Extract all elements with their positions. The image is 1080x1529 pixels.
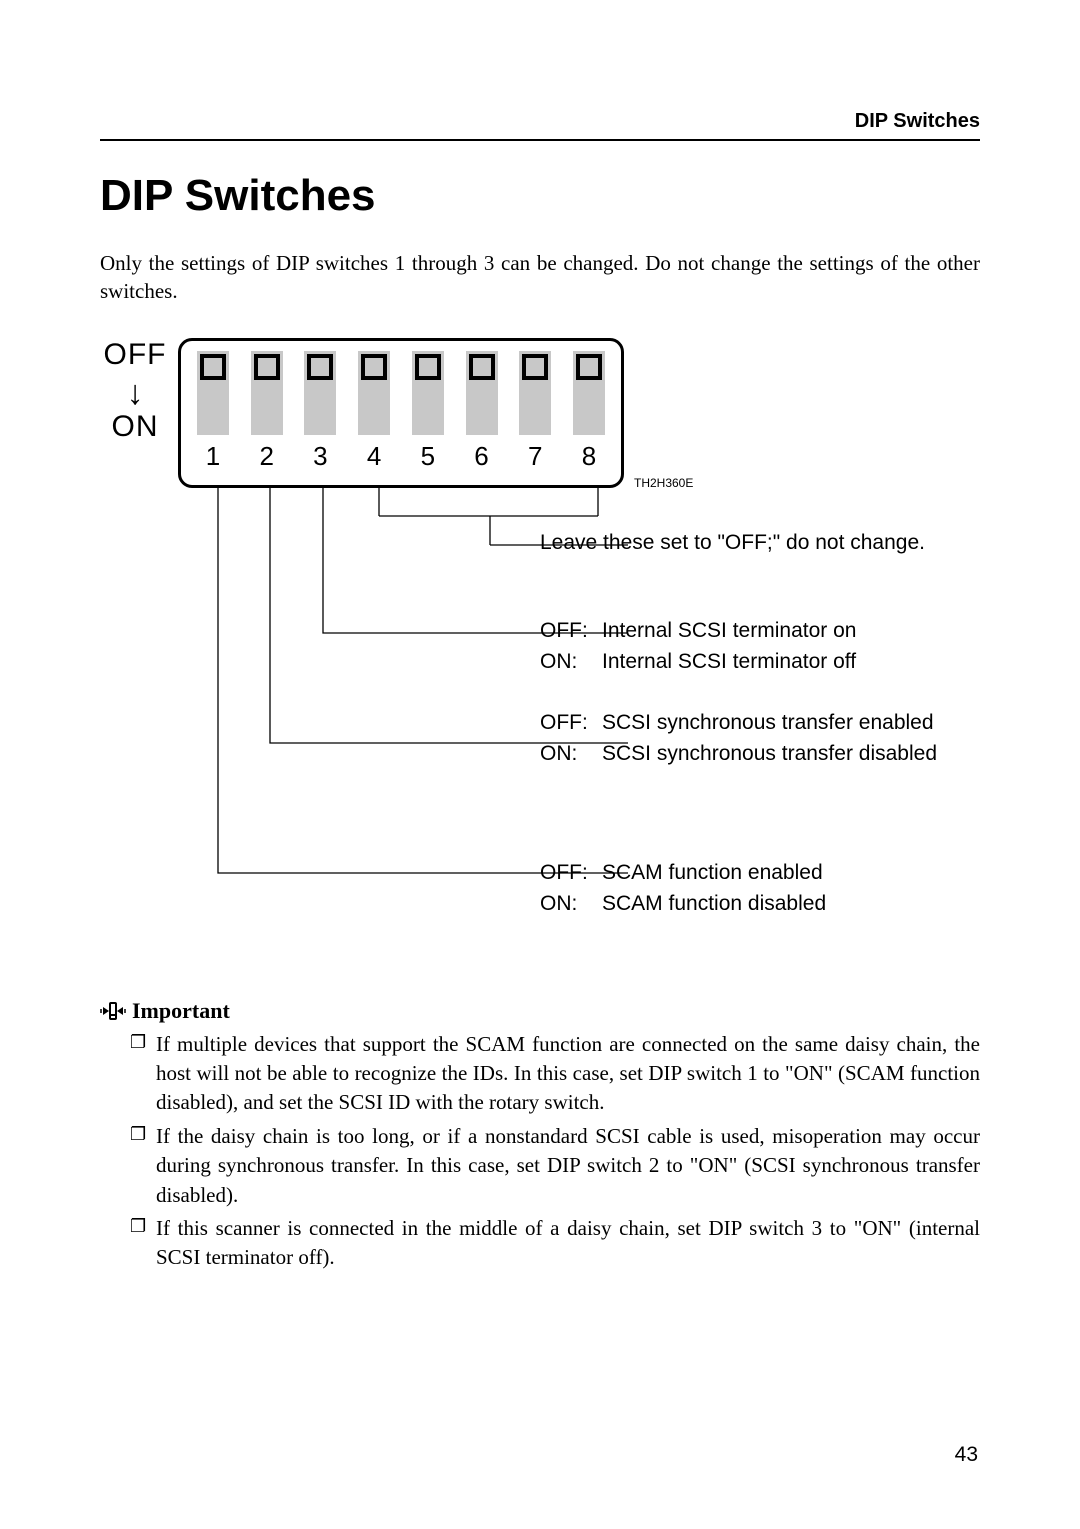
desc-row: ON: SCAM function disabled <box>540 889 980 918</box>
off-on-column: OFF ↓ ON <box>100 338 170 445</box>
desc-val: SCSI synchronous transfer disabled <box>602 739 980 768</box>
switch-4: 4 <box>352 351 396 472</box>
switch-5: 5 <box>406 351 450 472</box>
switch-number: 3 <box>313 441 327 472</box>
important-icon <box>100 1000 126 1022</box>
page-number: 43 <box>955 1443 978 1467</box>
down-arrow-icon: ↓ <box>100 378 170 409</box>
on-label: ON <box>100 410 170 444</box>
switch-knob <box>469 354 495 380</box>
desc-val: SCAM function enabled <box>602 858 980 887</box>
important-heading: Important <box>100 998 980 1024</box>
switch-knob <box>307 354 333 380</box>
switch-body <box>304 351 336 435</box>
switch-1: 1 <box>191 351 235 472</box>
desc-key: ON: <box>540 647 602 676</box>
switch-body <box>412 351 444 435</box>
switch-number: 2 <box>259 441 273 472</box>
switch-number: 6 <box>474 441 488 472</box>
important-list: If multiple devices that support the SCA… <box>100 1030 980 1273</box>
switch-3: 3 <box>298 351 342 472</box>
important-item: If this scanner is connected in the midd… <box>130 1214 980 1273</box>
switch-knob <box>415 354 441 380</box>
switch-number: 4 <box>367 441 381 472</box>
switch-number: 1 <box>206 441 220 472</box>
important-item: If multiple devices that support the SCA… <box>130 1030 980 1118</box>
desc-row: OFF: SCAM function enabled <box>540 858 980 887</box>
desc-key: ON: <box>540 889 602 918</box>
running-header: DIP Switches <box>100 110 980 141</box>
switch-8: 8 <box>567 351 611 472</box>
dip-switch-bank: 1 2 3 4 5 6 7 8 <box>178 338 624 488</box>
switch-7: 7 <box>513 351 557 472</box>
dip-switch-diagram: OFF ↓ ON 1 2 3 4 5 6 7 <box>100 338 980 978</box>
switch-number: 7 <box>528 441 542 472</box>
switch-2: 2 <box>245 351 289 472</box>
switch-6: 6 <box>460 351 504 472</box>
desc-text: Leave these set to "OFF;" do not change. <box>540 531 925 554</box>
switch-knob <box>361 354 387 380</box>
switch-number: 5 <box>421 441 435 472</box>
switch-body <box>251 351 283 435</box>
switch-number: 8 <box>582 441 596 472</box>
switch-body <box>197 351 229 435</box>
desc-val: SCSI synchronous transfer enabled <box>602 708 980 737</box>
switch-knob <box>254 354 280 380</box>
desc-val: SCAM function disabled <box>602 889 980 918</box>
desc-row: OFF: Internal SCSI terminator on <box>540 616 980 645</box>
desc-switch-2: OFF: SCSI synchronous transfer enabled O… <box>540 708 980 771</box>
page-title: DIP Switches <box>100 171 980 221</box>
switch-body <box>466 351 498 435</box>
desc-row: ON: Internal SCSI terminator off <box>540 647 980 676</box>
desc-val: Internal SCSI terminator off <box>602 647 980 676</box>
running-title: DIP Switches <box>855 110 980 132</box>
important-item: If the daisy chain is too long, or if a … <box>130 1122 980 1210</box>
desc-switch-3: OFF: Internal SCSI terminator on ON: Int… <box>540 616 980 679</box>
important-label: Important <box>132 998 230 1024</box>
desc-switches-4-8: Leave these set to "OFF;" do not change. <box>540 528 980 557</box>
desc-key: OFF: <box>540 708 602 737</box>
switch-body <box>358 351 390 435</box>
intro-paragraph: Only the settings of DIP switches 1 thro… <box>100 249 980 306</box>
desc-key: ON: <box>540 739 602 768</box>
switch-knob <box>576 354 602 380</box>
desc-key: OFF: <box>540 858 602 887</box>
desc-row: OFF: SCSI synchronous transfer enabled <box>540 708 980 737</box>
desc-key: OFF: <box>540 616 602 645</box>
desc-row: ON: SCSI synchronous transfer disabled <box>540 739 980 768</box>
desc-val: Internal SCSI terminator on <box>602 616 980 645</box>
desc-switch-1: OFF: SCAM function enabled ON: SCAM func… <box>540 858 980 921</box>
switch-knob <box>200 354 226 380</box>
switch-body <box>519 351 551 435</box>
diagram-code: TH2H360E <box>634 476 693 490</box>
off-label: OFF <box>100 338 170 372</box>
switch-knob <box>522 354 548 380</box>
switch-body <box>573 351 605 435</box>
